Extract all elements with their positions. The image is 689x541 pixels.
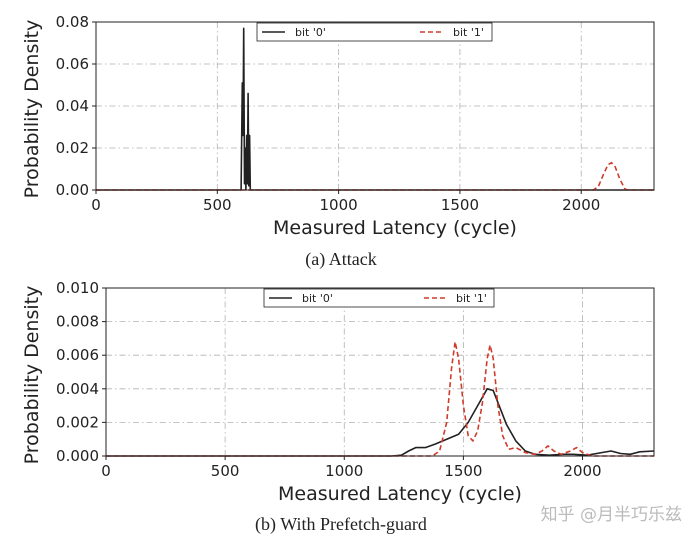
y-axis-label: Probability Density <box>21 20 43 199</box>
x-tick-label: 1500 <box>444 462 482 480</box>
y-tick-label: 0.010 <box>56 279 99 297</box>
y-axis-label: Probability Density <box>21 286 43 465</box>
y-tick-label: 0.004 <box>56 380 99 398</box>
legend-label-bit-1: bit '1' <box>453 26 484 39</box>
y-tick-label: 0.006 <box>56 346 99 364</box>
watermark-text: 知乎 @月半巧乐兹 <box>541 505 682 525</box>
legend-box <box>256 22 493 42</box>
y-tick-label: 0.02 <box>56 139 89 157</box>
axes-frame <box>105 287 655 457</box>
chart-prefetch-guard: 0 500 1000 1500 2000 0.000 0.002 0.004 0.006 0.00… <box>21 279 655 505</box>
legend-box <box>263 288 495 308</box>
y-tick-label: 0.008 <box>56 313 99 331</box>
x-tick-label: 500 <box>211 462 240 480</box>
series-line-bit-1 <box>96 161 654 191</box>
series-line-bit-1 <box>106 341 654 457</box>
y-tick-label: 0.000 <box>56 447 99 465</box>
caption-attack: (a) Attack <box>305 249 376 270</box>
caption-prefetch-guard: (b) With Prefetch-guard <box>255 514 427 535</box>
legend: bit '0' bit '1' <box>256 22 493 42</box>
x-tick-label: 2000 <box>562 196 600 214</box>
chart-attack: 0 500 1000 1500 2000 0.00 0.02 0.04 0.06 0.08 Meas… <box>21 13 655 239</box>
legend: bit '0' bit '1' <box>263 288 495 308</box>
y-tick-label: 0.00 <box>56 181 89 199</box>
y-tick-label: 0.06 <box>56 55 89 73</box>
x-tick-label: 2000 <box>563 462 601 480</box>
x-tick-label: 1500 <box>441 196 479 214</box>
y-tick-label: 0.002 <box>56 413 99 431</box>
series-line-bit-0 <box>106 388 655 457</box>
x-tick-label: 1000 <box>320 196 358 214</box>
x-axis-label: Measured Latency (cycle) <box>273 217 517 239</box>
x-tick-label: 0 <box>101 462 111 480</box>
y-tick-label: 0.04 <box>56 97 89 115</box>
legend-label-bit-0: bit '0' <box>295 26 326 39</box>
x-tick-label: 0 <box>91 196 101 214</box>
x-tick-label: 500 <box>203 196 232 214</box>
legend-label-bit-0: bit '0' <box>302 292 333 305</box>
y-tick-label: 0.08 <box>56 13 89 31</box>
x-tick-label: 1000 <box>325 462 363 480</box>
x-axis-label: Measured Latency (cycle) <box>278 483 522 505</box>
legend-label-bit-1: bit '1' <box>456 292 487 305</box>
series-line-bit-0 <box>96 27 654 191</box>
